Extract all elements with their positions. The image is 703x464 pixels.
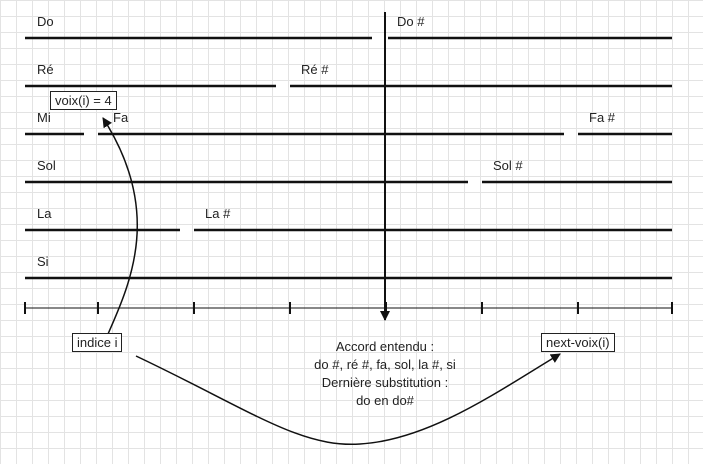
label-do-sharp: Do #	[397, 14, 425, 29]
label-re-sharp: Ré #	[301, 62, 329, 77]
label-mi: Mi	[37, 110, 51, 125]
indice-box: indice i	[72, 333, 123, 352]
label-sol-sharp: Sol #	[493, 158, 523, 173]
label-la: La	[37, 206, 52, 221]
label-re: Ré	[37, 62, 54, 77]
voix-box: voix(i) = 4	[50, 91, 117, 110]
annotation-line-1: Accord entendu :	[335, 339, 435, 354]
annotation-line-4: do en do#	[356, 393, 414, 408]
label-sol: Sol	[37, 158, 56, 173]
arrow-to-voix	[102, 117, 139, 335]
arrow-to-next-voix	[135, 353, 561, 446]
label-do: Do	[37, 14, 54, 29]
annotation-line-2: do #, ré #, fa, sol, la #, si	[314, 357, 456, 372]
label-si: Si	[37, 254, 49, 269]
next-voix-box: next-voix(i)	[541, 333, 615, 352]
label-fa: Fa	[113, 110, 129, 125]
chord-annotation: Accord entendu : do #, ré #, fa, sol, la…	[265, 338, 505, 410]
annotation-line-3: Dernière substitution :	[321, 375, 449, 390]
label-la-sharp: La #	[205, 206, 231, 221]
label-fa-sharp: Fa #	[589, 110, 616, 125]
